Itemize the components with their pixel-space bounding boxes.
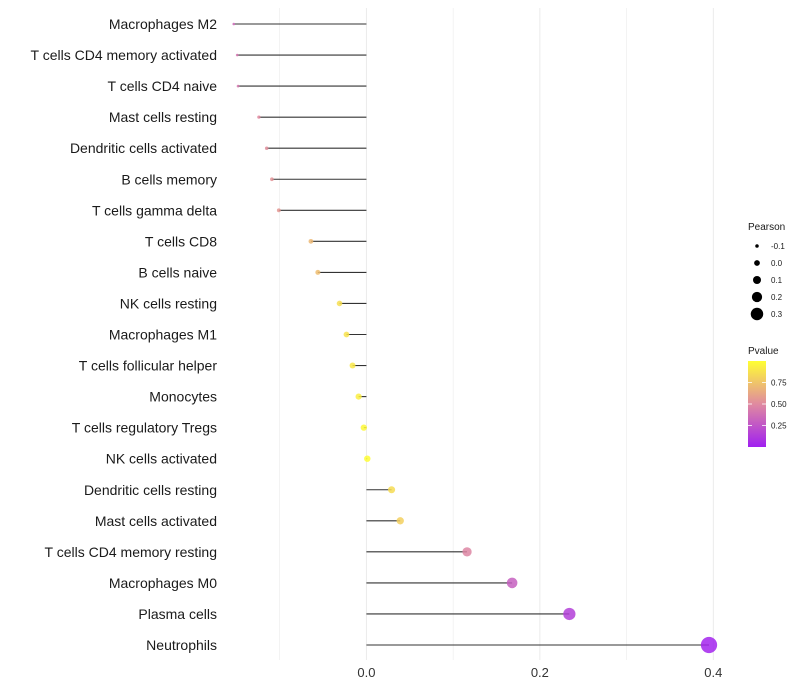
category-label: NK cells resting	[120, 295, 217, 311]
data-point	[355, 393, 362, 400]
category-label: T cells regulatory Tregs	[72, 420, 217, 436]
size-legend-dot	[754, 260, 760, 266]
pvalue-color-legend: Pvalue 0.75 0.50 0.25	[748, 346, 787, 447]
data-point	[315, 269, 321, 275]
category-label: Macrophages M1	[109, 327, 217, 343]
colorbar-tick-label: 0.50	[771, 400, 787, 409]
size-legend-dot	[750, 307, 764, 321]
category-label: T cells follicular helper	[79, 358, 218, 374]
category-label: B cells memory	[121, 171, 217, 187]
category-label: Plasma cells	[138, 606, 217, 622]
data-point	[236, 84, 240, 88]
data-point	[308, 238, 314, 244]
colorbar-tick-label: 0.25	[771, 422, 787, 431]
data-point	[276, 208, 281, 213]
category-label: B cells naive	[138, 264, 217, 280]
data-point	[364, 455, 371, 462]
data-point	[462, 547, 472, 557]
category-label: Monocytes	[149, 389, 217, 405]
category-label: T cells CD4 naive	[108, 78, 218, 94]
category-label: Macrophages M0	[109, 575, 217, 591]
data-point	[349, 362, 356, 369]
data-point	[343, 331, 350, 338]
pvalue-legend-title: Pvalue	[748, 346, 779, 357]
dot-layer	[232, 22, 718, 654]
category-label: Neutrophils	[146, 637, 217, 653]
size-legend-label: -0.1	[771, 242, 785, 251]
x-axis-ticks: 0.0 0.2 0.4	[357, 665, 722, 680]
size-legend-label: 0.0	[771, 259, 783, 268]
size-legend-label: 0.2	[771, 293, 783, 302]
data-point	[232, 22, 236, 26]
category-label: Dendritic cells resting	[84, 482, 217, 498]
data-point	[360, 424, 367, 431]
data-point	[396, 517, 404, 525]
category-label: Mast cells activated	[95, 513, 217, 529]
data-point	[336, 300, 343, 307]
pvalue-colorbar	[748, 361, 766, 447]
data-point	[270, 177, 274, 182]
x-tick-label: 0.4	[704, 665, 722, 680]
data-point	[235, 53, 239, 57]
stem-layer	[233, 23, 709, 646]
category-labels: Macrophages M2 T cells CD4 memory activat…	[31, 16, 218, 653]
category-label: Dendritic cells activated	[70, 140, 217, 156]
category-label: T cells gamma delta	[92, 202, 217, 218]
pearson-legend-title: Pearson	[748, 222, 785, 233]
pearson-size-legend: Pearson -0.1 0.0 0.1 0.2 0.3	[748, 222, 785, 321]
category-label: T cells CD8	[145, 233, 217, 249]
category-label: T cells CD4 memory activated	[31, 47, 217, 63]
category-label: Mast cells resting	[109, 109, 217, 125]
category-label: NK cells activated	[106, 451, 217, 467]
data-point	[257, 115, 261, 119]
size-legend-dot	[755, 244, 759, 248]
data-point	[563, 607, 576, 621]
data-point	[264, 146, 269, 150]
size-legend-label: 0.3	[771, 310, 783, 319]
x-tick-label: 0.2	[531, 665, 549, 680]
colorbar-tick-label: 0.75	[771, 379, 787, 388]
size-legend-label: 0.1	[771, 276, 783, 285]
x-tick-label: 0.0	[357, 665, 375, 680]
category-label: Macrophages M2	[109, 16, 217, 32]
size-legend-dot	[753, 276, 761, 284]
data-point	[700, 636, 718, 654]
size-legend-dot	[751, 291, 763, 303]
category-label: T cells CD4 memory resting	[45, 544, 217, 560]
data-point	[506, 577, 518, 589]
data-point	[388, 486, 396, 494]
